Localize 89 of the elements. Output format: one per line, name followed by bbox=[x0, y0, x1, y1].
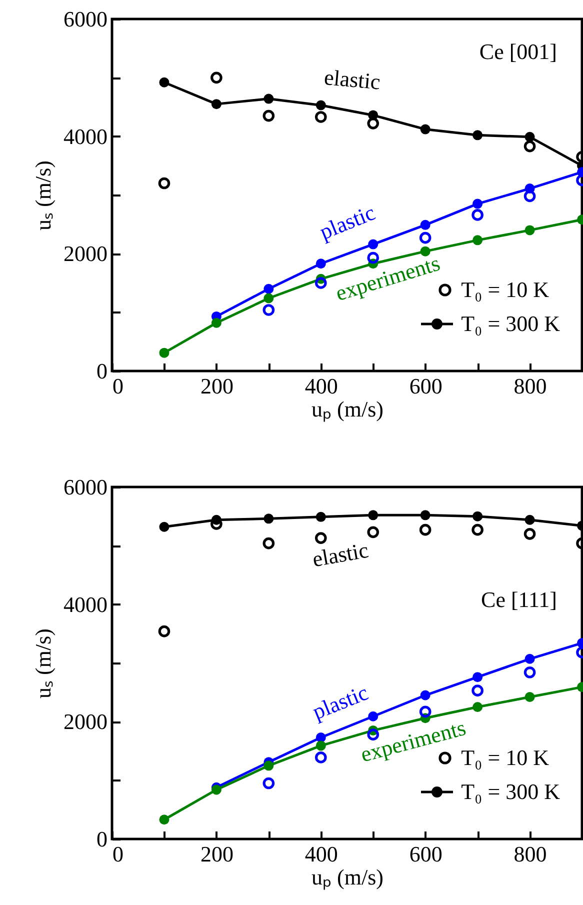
point bbox=[211, 99, 222, 110]
annotation: elastic bbox=[323, 64, 382, 94]
point bbox=[524, 225, 535, 236]
point bbox=[524, 692, 535, 702]
point bbox=[368, 711, 378, 722]
y-tick-label: 2000 bbox=[64, 709, 108, 734]
point bbox=[524, 528, 536, 540]
point bbox=[472, 511, 483, 522]
y-tick-label: 2000 bbox=[64, 241, 108, 266]
point bbox=[264, 514, 274, 524]
annotation: plastic bbox=[308, 680, 372, 724]
annotation: Ce [001] bbox=[479, 39, 557, 65]
point bbox=[419, 232, 432, 244]
x-tick-label: 400 bbox=[304, 842, 338, 866]
point bbox=[472, 524, 484, 536]
point bbox=[420, 510, 430, 520]
x-tick-label: 800 bbox=[514, 374, 547, 398]
point bbox=[472, 130, 483, 140]
x-tick-label: 400 bbox=[304, 374, 338, 398]
x-tick-label: 0 bbox=[112, 842, 124, 866]
point bbox=[368, 510, 378, 520]
x-tick-label: 200 bbox=[200, 842, 234, 866]
point bbox=[472, 235, 483, 246]
point bbox=[367, 118, 380, 130]
point bbox=[472, 684, 484, 696]
y-axis-title: uₛ (m/s) bbox=[30, 160, 56, 230]
x-tick-label: 600 bbox=[409, 374, 442, 398]
point bbox=[159, 522, 170, 532]
legend-label: T₀ = 300 K bbox=[461, 778, 560, 806]
x-tick-label: 800 bbox=[514, 842, 547, 866]
point bbox=[158, 177, 170, 190]
point bbox=[368, 110, 378, 120]
point bbox=[159, 77, 170, 88]
point bbox=[420, 246, 430, 256]
point bbox=[211, 318, 222, 328]
point bbox=[419, 524, 432, 536]
point bbox=[211, 514, 222, 525]
point bbox=[159, 814, 170, 825]
point bbox=[472, 702, 483, 712]
point bbox=[262, 537, 275, 550]
point bbox=[262, 304, 275, 316]
annotation: plastic bbox=[316, 200, 379, 244]
point bbox=[264, 293, 274, 304]
y-tick-label: 6000 bbox=[64, 6, 108, 32]
point bbox=[420, 690, 430, 700]
point bbox=[316, 100, 326, 110]
point bbox=[158, 625, 170, 638]
point bbox=[314, 532, 327, 544]
point bbox=[367, 526, 380, 538]
point bbox=[316, 732, 326, 742]
point bbox=[264, 760, 274, 771]
x-axis-title: uₚ (m/s) bbox=[312, 864, 384, 890]
point bbox=[210, 72, 222, 84]
y-tick-label: 4000 bbox=[64, 592, 108, 617]
x-tick-label: 200 bbox=[200, 374, 234, 398]
y-axis-title: uₛ (m/s) bbox=[30, 628, 56, 698]
x-tick-label: 0 bbox=[112, 374, 124, 398]
point bbox=[262, 777, 275, 790]
point bbox=[524, 132, 535, 142]
point bbox=[264, 284, 274, 294]
point bbox=[159, 348, 170, 358]
point bbox=[420, 124, 430, 134]
legend-label: T₀ = 10 K bbox=[461, 276, 549, 304]
annotation: Ce [111] bbox=[481, 587, 557, 613]
point bbox=[264, 94, 274, 104]
point bbox=[524, 190, 536, 202]
point bbox=[419, 706, 432, 718]
x-tick-label: 600 bbox=[409, 842, 442, 866]
point bbox=[262, 110, 275, 122]
point bbox=[211, 784, 222, 795]
point bbox=[316, 512, 326, 522]
annotation: elastic bbox=[310, 537, 370, 572]
point bbox=[472, 672, 483, 682]
y-tick-label: 4000 bbox=[64, 124, 108, 149]
point bbox=[524, 140, 536, 152]
x-axis-title: uₚ (m/s) bbox=[312, 396, 384, 422]
point bbox=[314, 752, 327, 764]
point bbox=[472, 198, 483, 209]
y-tick-label: 6000 bbox=[64, 474, 108, 500]
point bbox=[316, 740, 326, 751]
point bbox=[524, 654, 535, 664]
point bbox=[524, 666, 536, 678]
point bbox=[314, 277, 327, 289]
point bbox=[472, 209, 484, 221]
legend-label: T₀ = 300 K bbox=[461, 310, 560, 338]
point bbox=[316, 258, 326, 269]
point bbox=[524, 514, 535, 525]
point bbox=[314, 111, 327, 123]
point bbox=[420, 220, 430, 230]
